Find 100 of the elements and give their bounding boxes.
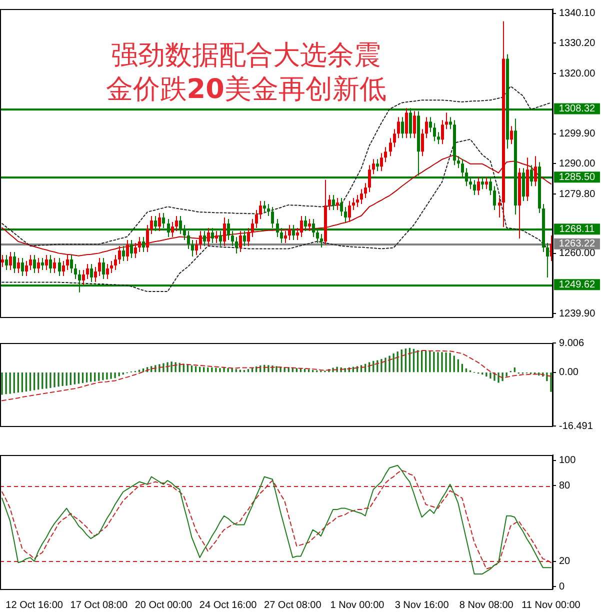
candlestick bbox=[267, 204, 270, 217]
candlestick bbox=[41, 257, 44, 270]
candlestick bbox=[134, 242, 137, 258]
candlestick bbox=[332, 194, 335, 211]
candlestick bbox=[29, 254, 32, 270]
candlestick bbox=[437, 132, 440, 145]
candlestick bbox=[142, 236, 145, 252]
candlestick bbox=[425, 116, 428, 139]
candlestick bbox=[175, 216, 178, 232]
candlestick bbox=[493, 186, 496, 211]
candlestick bbox=[546, 242, 549, 278]
candlestick bbox=[130, 240, 133, 258]
candlestick bbox=[66, 254, 69, 270]
candlestick bbox=[110, 260, 113, 274]
ref-line-label: 1263.22 bbox=[558, 238, 596, 250]
y-tick-label: 1330.20 bbox=[559, 38, 596, 49]
y-tick-label: 0 bbox=[559, 581, 565, 592]
candlestick bbox=[352, 198, 355, 211]
candlestick bbox=[90, 263, 93, 282]
candlestick bbox=[348, 200, 351, 223]
x-tick-label: 8 Nov 08:00 bbox=[459, 600, 514, 611]
text: 强劲数据配合大选余震 bbox=[111, 40, 382, 72]
candlestick bbox=[207, 228, 210, 246]
candlestick bbox=[429, 116, 432, 133]
candlestick bbox=[146, 224, 149, 252]
y-tick-label: -16.491 bbox=[559, 420, 594, 432]
candlestick bbox=[259, 200, 262, 220]
y-tick-label: 1279.80 bbox=[559, 188, 596, 200]
y-tick-label: 1299.90 bbox=[559, 128, 596, 140]
candlestick bbox=[421, 128, 424, 157]
ref-line-label: 1285.50 bbox=[558, 172, 596, 183]
candlestick bbox=[389, 138, 392, 157]
candlestick bbox=[37, 257, 40, 274]
candlestick bbox=[384, 146, 387, 163]
y-tick-label: 9.006 bbox=[559, 338, 584, 349]
candlestick bbox=[70, 254, 73, 274]
candlestick bbox=[485, 176, 488, 190]
ref-line-label: 1268.11 bbox=[559, 224, 596, 235]
candlestick bbox=[82, 269, 85, 286]
candlestick bbox=[86, 263, 89, 280]
candlestick bbox=[288, 224, 291, 240]
candlestick bbox=[122, 245, 125, 262]
candlestick bbox=[534, 156, 537, 187]
candlestick bbox=[263, 200, 266, 214]
candlestick bbox=[255, 210, 258, 229]
candlestick bbox=[21, 257, 24, 276]
candlestick bbox=[158, 212, 161, 232]
candlestick bbox=[445, 112, 448, 130]
candlestick bbox=[45, 254, 48, 270]
candlestick bbox=[235, 236, 238, 254]
y-tick-label: 100 bbox=[559, 455, 576, 466]
candlestick bbox=[433, 122, 436, 142]
candlestick bbox=[25, 260, 28, 276]
candlestick bbox=[138, 236, 141, 252]
candlestick bbox=[106, 263, 109, 280]
candlestick bbox=[336, 198, 339, 211]
candlestick bbox=[49, 254, 52, 274]
text: 金价跌20美金再创新低 bbox=[106, 74, 386, 106]
candlestick bbox=[150, 216, 153, 235]
candlestick bbox=[62, 260, 65, 276]
candlestick bbox=[102, 257, 105, 280]
candlestick bbox=[74, 263, 77, 280]
candlestick bbox=[368, 164, 371, 193]
candlestick bbox=[13, 251, 16, 274]
candlestick bbox=[284, 230, 287, 244]
y-tick-label: 1239.90 bbox=[559, 308, 596, 320]
candlestick bbox=[199, 230, 202, 250]
candlestick bbox=[98, 257, 101, 276]
candlestick bbox=[300, 216, 303, 238]
y-tick-label: 20 bbox=[559, 556, 571, 568]
candlestick bbox=[364, 182, 367, 199]
candlestick bbox=[344, 206, 347, 223]
candlestick bbox=[413, 110, 416, 139]
candlestick bbox=[340, 198, 343, 217]
candlestick bbox=[114, 254, 117, 270]
candlestick bbox=[296, 228, 299, 240]
candlestick bbox=[171, 222, 174, 238]
candlestick bbox=[1, 254, 4, 268]
candlestick bbox=[118, 245, 121, 264]
ref-line-label: 1308.32 bbox=[558, 103, 596, 114]
line-series bbox=[2, 350, 552, 402]
candlestick bbox=[58, 257, 61, 276]
ref-line-label: 1249.62 bbox=[558, 279, 596, 290]
candlestick bbox=[510, 126, 513, 145]
candlestick bbox=[405, 108, 408, 139]
candlestick bbox=[9, 251, 12, 270]
candlestick bbox=[498, 198, 501, 218]
candlestick bbox=[457, 156, 460, 169]
candlestick bbox=[215, 230, 218, 244]
y-tick-label: 80 bbox=[559, 480, 571, 492]
candlestick bbox=[372, 158, 375, 175]
x-tick-label: 11 Nov 00:00 bbox=[522, 600, 581, 611]
candlestick bbox=[223, 217, 226, 246]
candlestick bbox=[441, 120, 444, 145]
candlestick bbox=[449, 116, 452, 130]
candlestick bbox=[94, 266, 97, 282]
y-tick-label: 1260.00 bbox=[559, 248, 596, 260]
candlestick bbox=[356, 194, 359, 208]
x-tick-label: 3 Nov 16:00 bbox=[394, 600, 450, 611]
line-series bbox=[2, 138, 552, 292]
